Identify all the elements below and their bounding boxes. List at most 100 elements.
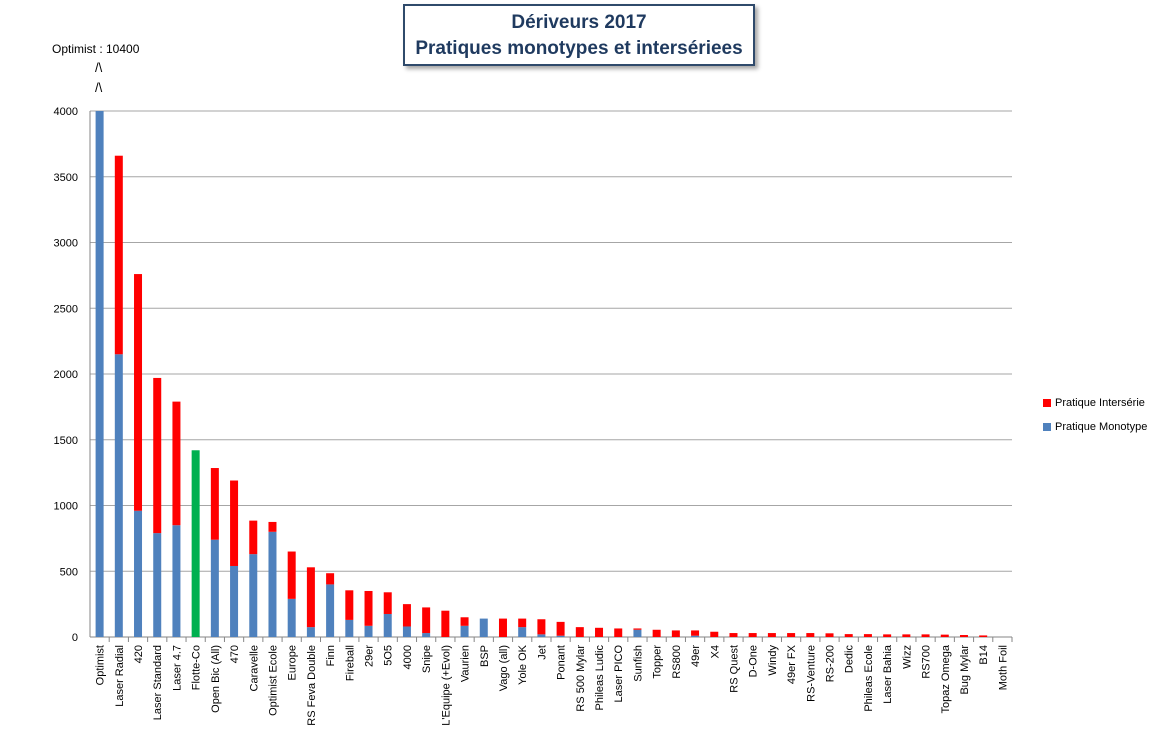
bar-segment xyxy=(287,598,296,637)
bar-segment xyxy=(364,590,373,626)
x-tick-label: RS-200 xyxy=(825,645,837,682)
legend-swatch-monotype xyxy=(1043,423,1051,432)
bar-segment xyxy=(479,618,488,637)
legend-swatch-interserie xyxy=(1043,399,1051,408)
chart-title-box: Dériveurs 2017 Pratiques monotypes et in… xyxy=(403,4,755,66)
bar-segment xyxy=(287,551,296,599)
bar-segment xyxy=(691,635,700,637)
x-tick-label: Topper xyxy=(652,645,664,679)
bar-segment xyxy=(940,634,949,637)
bar-segment xyxy=(575,627,584,637)
y-tick-label: 4000 xyxy=(54,106,78,118)
bar-segment xyxy=(345,590,354,620)
bar-segment xyxy=(537,634,546,637)
bar-segment xyxy=(767,633,776,637)
x-tick-label: Wizz xyxy=(901,645,913,669)
bar-segment xyxy=(191,450,200,637)
y-tick-label: 2500 xyxy=(54,303,78,315)
x-tick-label: Laser Standard xyxy=(152,645,164,720)
bar-segment xyxy=(518,627,527,637)
bar-segment xyxy=(326,584,335,637)
bar-segment xyxy=(825,633,834,637)
bar-segment xyxy=(268,531,277,637)
bar-segment xyxy=(691,630,700,636)
bar-segment xyxy=(153,377,162,534)
legend-item-monotype: Pratique Monotype xyxy=(1043,421,1147,433)
bar-segment xyxy=(863,634,872,637)
x-tick-label: Dedic xyxy=(844,645,856,674)
x-tick-label: Europe xyxy=(287,645,299,680)
y-tick-label: 2000 xyxy=(54,369,78,381)
y-tick-label: 3000 xyxy=(54,238,78,250)
y-tick-label: 1000 xyxy=(54,501,78,513)
x-tick-label: Windy xyxy=(767,645,779,676)
chart-title: Dériveurs 2017 xyxy=(511,12,647,33)
x-tick-label: Snipe xyxy=(421,645,433,673)
x-tick-label: Laser Radial xyxy=(114,645,126,707)
bar-segment xyxy=(95,111,104,637)
bar-segment xyxy=(326,573,335,585)
bar-segment xyxy=(460,617,469,626)
legend-label-interserie: Pratique Intersérie xyxy=(1055,397,1145,409)
bar-segment xyxy=(460,625,469,637)
x-tick-label: Fireball xyxy=(344,645,356,681)
bar-segment xyxy=(633,628,642,630)
x-tick-label: RS800 xyxy=(671,645,683,679)
y-tick-label: 0 xyxy=(72,632,78,644)
x-tick-label: L'Equipe (+Evol) xyxy=(440,645,452,726)
bar-segment xyxy=(883,634,892,637)
x-tick-label: Vago (all) xyxy=(498,645,510,691)
bar-segment xyxy=(172,525,181,637)
bar-segment xyxy=(249,520,258,555)
bar-segment xyxy=(652,629,661,637)
x-tick-label: RS Quest xyxy=(728,645,740,693)
x-tick-label: Phileas Ludic xyxy=(594,645,606,711)
legend-label-monotype: Pratique Monotype xyxy=(1055,421,1148,433)
x-tick-label: Laser PICO xyxy=(613,645,625,703)
optimist-note: Optimist : 10400 xyxy=(52,42,140,56)
bar-segment xyxy=(422,633,431,637)
bar-segment xyxy=(230,480,239,566)
x-tick-label: Optimist xyxy=(95,645,107,685)
x-tick-label: 470 xyxy=(229,645,241,663)
bar-segment xyxy=(633,629,642,637)
bar-segment xyxy=(306,627,315,637)
x-tick-label: Bug Mylar xyxy=(959,645,971,695)
x-tick-label: Flotte-Co xyxy=(191,645,203,690)
bar-segment xyxy=(518,618,527,628)
x-tick-label: 4000 xyxy=(402,645,414,669)
x-tick-label: RS Feva Double xyxy=(306,645,318,726)
x-tick-label: Phileas Ecole xyxy=(863,645,875,712)
bar-segment xyxy=(402,604,411,627)
bar-segment xyxy=(729,633,738,637)
x-tick-label: Caravelle xyxy=(248,645,260,691)
x-tick-label: BSP xyxy=(479,645,491,667)
x-tick-label: 29er xyxy=(364,645,376,667)
bar-segment xyxy=(671,630,680,637)
bar-segment xyxy=(844,634,853,637)
note-arrow-1: /\ xyxy=(95,60,103,75)
bar-segment xyxy=(979,635,988,637)
bar-segment xyxy=(230,565,239,637)
bar-segment xyxy=(806,633,815,637)
bar-segment xyxy=(172,401,181,526)
x-tick-label: Topaz Omega xyxy=(940,644,952,713)
bar-segment xyxy=(210,468,219,540)
x-tick-label: RS 500 Mylar xyxy=(575,645,587,712)
bar-segment xyxy=(595,627,604,637)
bar-segment xyxy=(134,274,143,511)
y-tick-label: 1500 xyxy=(54,435,78,447)
x-tick-label: X4 xyxy=(709,645,721,658)
x-tick-label: Open Bic (All) xyxy=(210,645,222,713)
x-tick-label: Ponant xyxy=(556,645,568,680)
bar-segment xyxy=(114,354,123,637)
x-tick-label: RS-Venture xyxy=(805,645,817,702)
x-tick-label: RS700 xyxy=(921,645,933,679)
x-tick-label: Jet xyxy=(536,645,548,660)
bar-segment xyxy=(614,628,623,637)
bar-segment xyxy=(345,619,354,637)
bar-segment xyxy=(787,633,796,637)
x-tick-label: D-One xyxy=(748,645,760,677)
x-tick-label: Finn xyxy=(325,645,337,666)
